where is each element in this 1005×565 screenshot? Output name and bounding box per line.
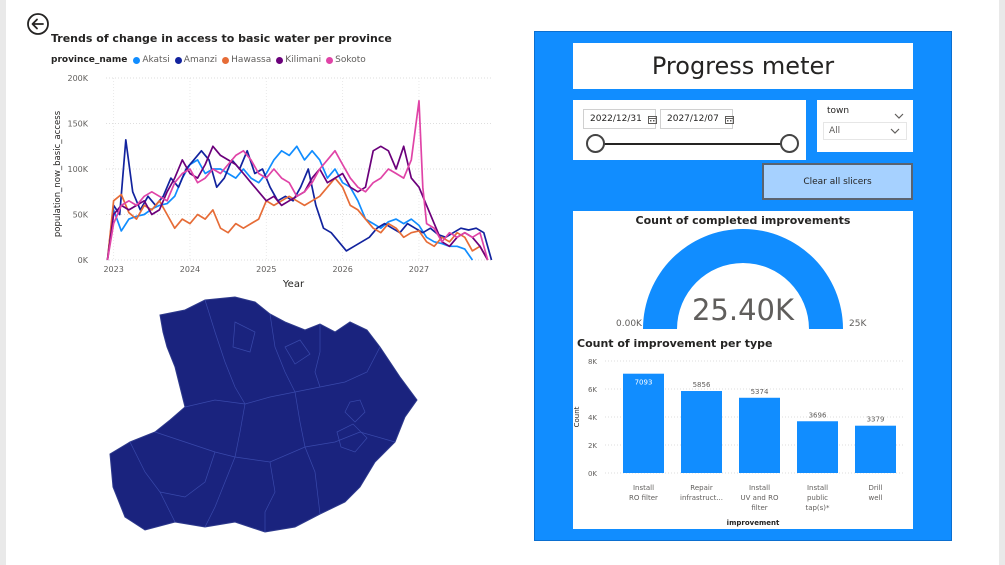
start-date-value: 2022/12/31 — [590, 114, 642, 124]
legend-label-kilimani: Kilimani — [285, 55, 322, 65]
range-start-handle[interactable] — [586, 134, 605, 153]
line-chart-legend: province_name Akatsi Amanzi Hawassa Kili… — [51, 55, 371, 65]
town-slicer: town All — [817, 100, 913, 152]
end-date-value: 2027/12/07 — [667, 114, 719, 124]
bar-value-label: 5374 — [751, 388, 769, 396]
date-range-track[interactable] — [596, 143, 789, 145]
legend-label-sokoto: Sokoto — [335, 55, 366, 65]
x-tick-label: 2027 — [409, 265, 429, 274]
series-line-kilimani — [106, 145, 489, 261]
right-margin — [999, 0, 1005, 565]
calendar-icon[interactable] — [647, 115, 657, 124]
progress-meter-title: Progress meter — [651, 52, 835, 80]
date-slicer: 2022/12/31 2027/12/07 — [573, 100, 806, 160]
bar-install-uv-and-ro-filter — [739, 397, 780, 473]
bar-value-label: 5856 — [693, 381, 711, 389]
legend-dot-kilimani — [276, 56, 284, 64]
legend-item-amanzi[interactable]: Amanzi — [174, 55, 218, 65]
bar-category-label: Install RO filter — [629, 484, 658, 502]
gauge-max-label: 25K — [849, 319, 867, 329]
x-tick-label: 2023 — [103, 265, 123, 274]
gauge-title: Count of completed improvements — [635, 214, 851, 227]
y-tick-label: 50K — [73, 211, 89, 220]
map-district-borders — [129, 299, 396, 532]
y-tick-label: 100K — [67, 165, 88, 174]
progress-meter-header: Progress meter — [573, 43, 913, 89]
x-tick-label: 2026 — [332, 265, 352, 274]
legend-item-akatsi[interactable]: Akatsi — [133, 55, 170, 65]
bar-y-tick-label: 8K — [588, 358, 597, 366]
x-tick-label: 2025 — [256, 265, 276, 274]
clear-slicers-button[interactable]: Clear all slicers — [762, 163, 913, 200]
start-date-input[interactable]: 2022/12/31 — [583, 109, 657, 129]
calendar-icon[interactable] — [724, 115, 734, 124]
y-tick-label: 200K — [67, 74, 88, 83]
x-axis-label: Year — [282, 279, 305, 290]
y-tick-label: 150K — [67, 120, 88, 129]
gauge-fill — [643, 229, 843, 329]
legend-title: province_name — [51, 55, 128, 65]
legend-item-kilimani[interactable]: Kilimani — [276, 55, 321, 65]
bar-y-tick-label: 0K — [588, 470, 597, 478]
province-map[interactable] — [105, 292, 420, 534]
legend-dot-hawassa — [222, 56, 230, 64]
bar-y-tick-label: 2K — [588, 442, 597, 450]
legend-dot-amanzi — [174, 56, 182, 64]
bar-chart-title: Count of improvement per type — [577, 337, 773, 350]
y-tick-label: 0K — [78, 256, 89, 265]
legend-dot-sokoto — [326, 56, 334, 64]
bar-x-axis-label: improvement — [727, 519, 780, 527]
chevron-down-icon[interactable] — [894, 105, 904, 124]
bar-install-public-tap-s — [797, 421, 838, 473]
town-slicer-label: town — [827, 106, 850, 116]
legend-dot-akatsi — [133, 56, 141, 64]
completed-improvements-gauge[interactable] — [573, 229, 913, 339]
map-region-outline[interactable] — [109, 296, 418, 533]
bar-category-label: Drill well — [868, 484, 882, 502]
line-chart[interactable]: 0K 50K 100K 150K 200K 2023 2024 2025 2026 2027 Yea… — [48, 68, 500, 290]
series-line-akatsi — [106, 145, 474, 261]
end-date-input[interactable]: 2027/12/07 — [660, 109, 734, 129]
y-axis-label: population_now_basic_access — [53, 110, 63, 237]
series-line-sokoto — [106, 99, 489, 261]
bar-value-label: 7093 — [635, 379, 653, 387]
town-dropdown-value: All — [829, 126, 841, 136]
bar-y-axis-label: Count — [573, 406, 581, 427]
legend-label-akatsi: Akatsi — [142, 55, 170, 65]
bar-value-label: 3696 — [809, 411, 827, 419]
x-tick-label: 2024 — [180, 265, 200, 274]
range-end-handle[interactable] — [780, 134, 799, 153]
series-line-hawassa — [106, 177, 489, 261]
gauge-min-label: 0.00K — [616, 319, 642, 329]
legend-item-sokoto[interactable]: Sokoto — [326, 55, 366, 65]
bar-y-tick-label: 6K — [588, 386, 597, 394]
left-margin — [0, 0, 6, 565]
improvements-card: Count of completed improvements 25.40K 0… — [573, 211, 913, 529]
series-line-amanzi — [106, 139, 493, 261]
line-chart-title: Trends of change in access to basic wate… — [51, 32, 392, 45]
legend-label-hawassa: Hawassa — [231, 55, 272, 65]
town-dropdown[interactable]: All — [823, 122, 907, 140]
bar-repair-infrastruct — [681, 391, 722, 473]
legend-label-amanzi: Amanzi — [183, 55, 218, 65]
back-arrow-icon[interactable] — [26, 12, 50, 36]
bar-y-tick-label: 4K — [588, 414, 597, 422]
bar-value-label: 3379 — [867, 416, 885, 424]
bar-category-label: Install UV and RO filter — [741, 484, 779, 512]
bar-drill-well — [855, 425, 896, 473]
bar-category-label: Install public tap(s)* — [805, 484, 830, 512]
progress-panel: Progress meter 2022/12/31 2027/12/07 tow… — [534, 31, 952, 541]
bar-category-label: Repair infrastruct... — [680, 484, 723, 502]
improvement-type-bar-chart[interactable]: 0K 2K 4K 6K 8K Count 7093 Install RO filter 5856 R… — [573, 351, 913, 529]
gauge-value: 25.40K — [691, 293, 795, 327]
bar-install-ro-filter — [623, 373, 664, 473]
chevron-down-icon — [890, 128, 900, 138]
legend-item-hawassa[interactable]: Hawassa — [222, 55, 271, 65]
